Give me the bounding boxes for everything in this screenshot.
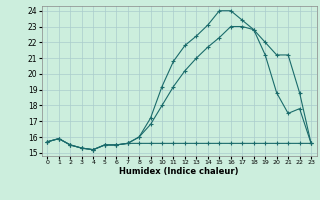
X-axis label: Humidex (Indice chaleur): Humidex (Indice chaleur)	[119, 167, 239, 176]
